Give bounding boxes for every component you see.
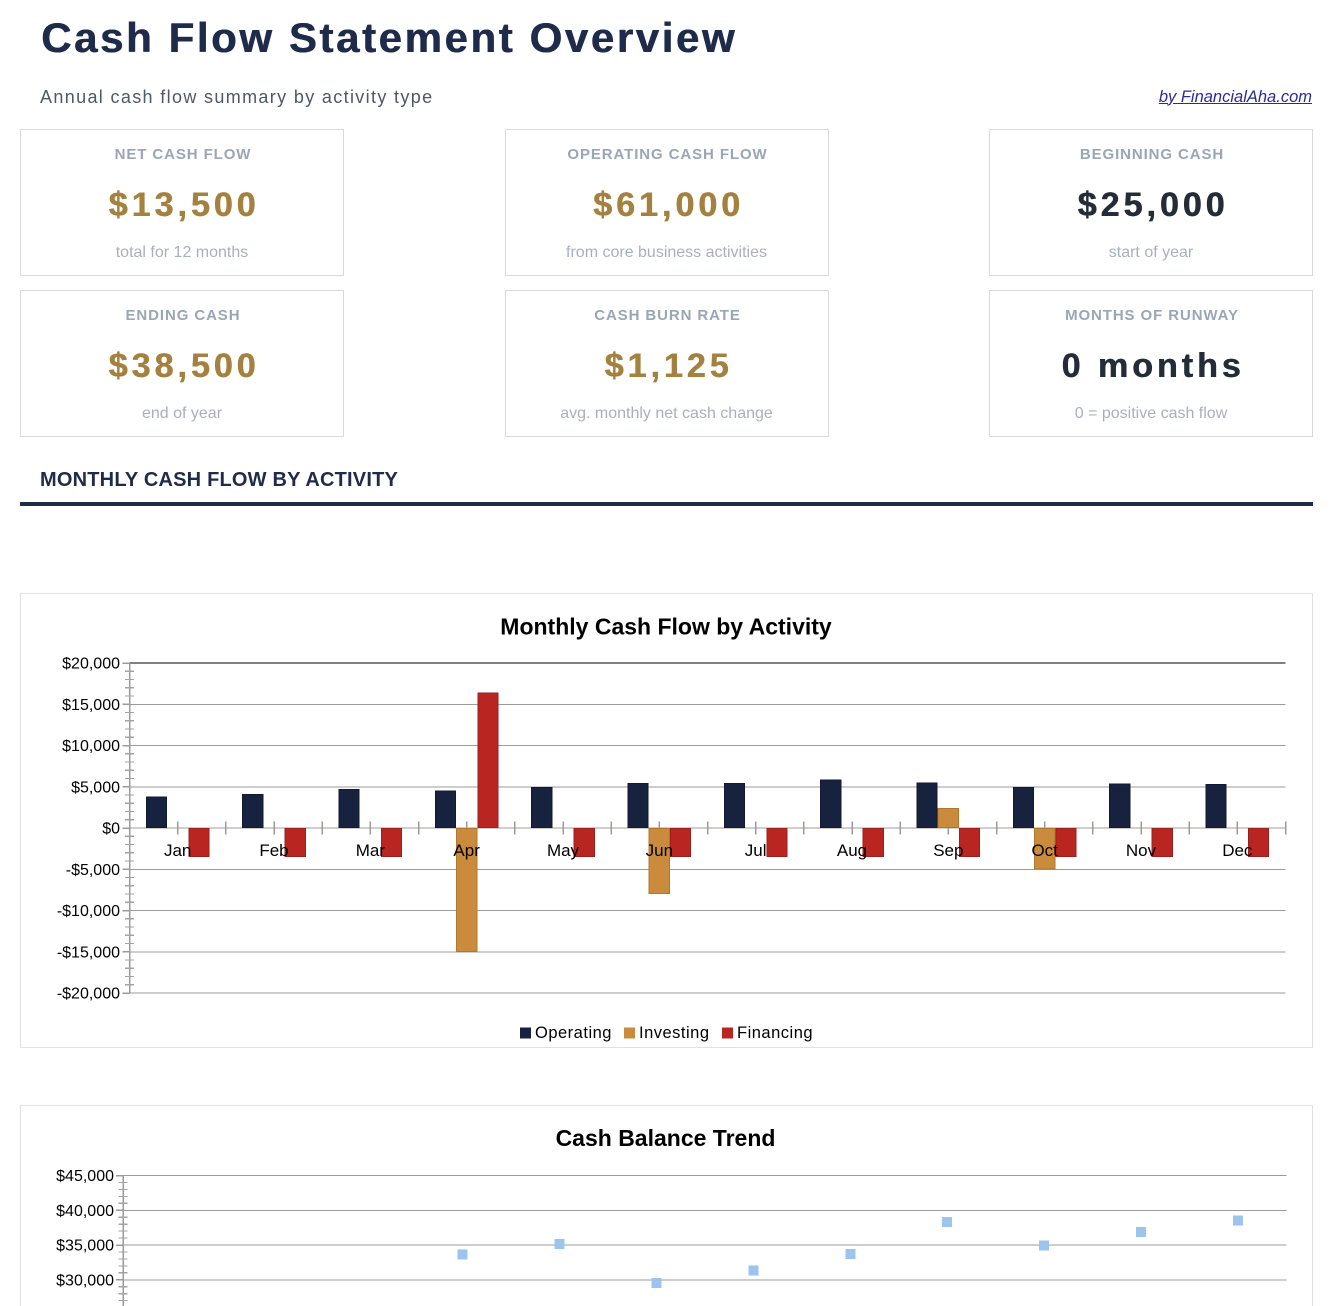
svg-text:Oct: Oct [1031,841,1058,860]
svg-text:$10,000: $10,000 [62,738,120,755]
svg-text:Nov: Nov [1126,841,1157,860]
svg-text:$0: $0 [102,821,120,838]
svg-text:$40,000: $40,000 [56,1203,114,1220]
svg-text:-$10,000: -$10,000 [57,903,120,920]
svg-text:$15,000: $15,000 [62,697,120,714]
svg-text:$5,000: $5,000 [71,779,120,796]
svg-text:May: May [547,841,580,860]
svg-text:Monthly Cash Flow by Activity: Monthly Cash Flow by Activity [500,614,832,640]
svg-text:Dec: Dec [1222,841,1253,860]
svg-text:Mar: Mar [356,841,386,860]
svg-text:Jul: Jul [745,841,767,860]
svg-text:Financing: Financing [737,1024,813,1042]
svg-text:Apr: Apr [453,841,480,860]
svg-text:Jun: Jun [646,841,673,860]
svg-text:Investing: Investing [639,1024,710,1042]
svg-text:-$5,000: -$5,000 [66,862,120,879]
svg-text:$45,000: $45,000 [56,1168,114,1185]
svg-text:$35,000: $35,000 [56,1238,114,1255]
svg-text:$30,000: $30,000 [56,1272,114,1289]
svg-text:Operating: Operating [535,1024,612,1042]
svg-text:-$15,000: -$15,000 [57,944,120,961]
svg-text:$20,000: $20,000 [62,656,120,673]
svg-text:Jan: Jan [164,841,191,860]
svg-text:Cash Balance Trend: Cash Balance Trend [556,1125,776,1151]
svg-text:Sep: Sep [933,841,963,860]
svg-text:Feb: Feb [259,841,288,860]
svg-text:-$20,000: -$20,000 [57,986,120,1003]
svg-text:Aug: Aug [837,841,867,860]
